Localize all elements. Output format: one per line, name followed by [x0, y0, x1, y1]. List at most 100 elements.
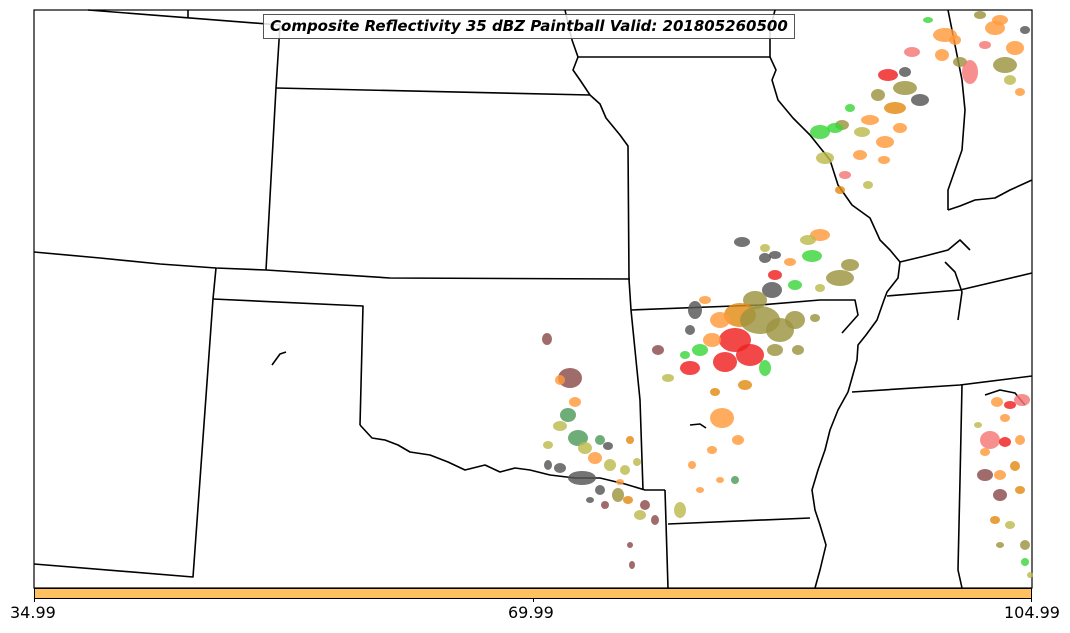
reflectivity-cell [633, 458, 641, 466]
reflectivity-cell [543, 441, 553, 449]
reflectivity-cell [692, 344, 708, 356]
reflectivity-cell [586, 497, 594, 503]
reflectivity-cell [1014, 394, 1030, 406]
reflectivity-cell [616, 479, 624, 485]
reflectivity-cell [962, 60, 978, 84]
reflectivity-cell [595, 485, 605, 495]
reflectivity-cell [1006, 41, 1024, 55]
reflectivity-cell [899, 67, 911, 77]
reflectivity-cell [674, 502, 686, 518]
reflectivity-cell [871, 89, 885, 101]
reflectivity-cell [569, 397, 581, 407]
colorbar-label-mid: 69.99 [508, 603, 554, 622]
reflectivity-cell [876, 136, 894, 148]
reflectivity-cell [710, 408, 734, 428]
reflectivity-cell [923, 17, 933, 23]
reflectivity-cell [696, 487, 704, 493]
reflectivity-cell [568, 471, 596, 485]
reflectivity-cell [810, 314, 820, 322]
reflectivity-cell [743, 291, 767, 309]
reflectivity-cell [626, 436, 634, 444]
reflectivity-cell [993, 57, 1017, 73]
reflectivity-cell [800, 235, 816, 245]
reflectivity-cell [716, 477, 724, 483]
reflectivity-cell [816, 152, 834, 164]
reflectivity-cell [994, 470, 1006, 480]
reflectivity-cell [560, 408, 576, 422]
reflectivity-cell [854, 127, 870, 137]
reflectivity-cell [977, 469, 993, 481]
reflectivity-cell [553, 421, 567, 431]
reflectivity-cell [785, 311, 805, 329]
reflectivity-cell [878, 156, 890, 164]
reflectivity-cell [980, 448, 990, 456]
reflectivity-cell [810, 125, 830, 139]
reflectivity-cell [623, 496, 633, 504]
reflectivity-cell [736, 344, 764, 366]
reflectivity-cell [732, 435, 744, 445]
reflectivity-cell [688, 301, 702, 319]
reflectivity-cell [1010, 461, 1020, 471]
reflectivity-cell [688, 461, 696, 469]
reflectivity-cell [878, 69, 898, 81]
reflectivity-cell [554, 463, 566, 473]
reflectivity-cell [680, 351, 690, 359]
reflectivity-cell [827, 123, 843, 133]
reflectivity-cell [1027, 572, 1033, 578]
reflectivity-cell [555, 375, 565, 385]
reflectivity-cell [911, 94, 929, 106]
reflectivity-cell [680, 361, 700, 375]
reflectivity-cell [853, 150, 867, 160]
reflectivity-cell [734, 237, 750, 247]
reflectivity-cell [991, 397, 1003, 407]
reflectivity-cell [845, 104, 855, 112]
reflectivity-cell [839, 171, 851, 179]
colorbar-tick-min [34, 598, 35, 602]
reflectivity-cell [996, 542, 1004, 548]
reflectivity-cell [979, 41, 991, 49]
reflectivity-cell [760, 244, 770, 252]
reflectivity-cell [1004, 75, 1016, 85]
reflectivity-cell [769, 251, 781, 259]
reflectivity-cell [1000, 414, 1010, 422]
reflectivity-cell [578, 442, 592, 454]
state-borders [33, 9, 1033, 589]
reflectivity-cell [861, 115, 879, 125]
reflectivity-cell [1015, 88, 1025, 96]
reflectivity-cell [634, 510, 646, 520]
reflectivity-cell [980, 431, 1000, 449]
reflectivity-cell [640, 500, 650, 510]
reflectivity-cell [802, 250, 822, 262]
reflectivity-cell [652, 345, 664, 355]
reflectivity-cell [620, 465, 630, 475]
reflectivity-cell [1015, 486, 1025, 494]
reflectivity-cell [710, 312, 730, 328]
reflectivity-cell [893, 81, 917, 95]
map-frame [33, 9, 1033, 589]
reflectivity-cell [768, 270, 782, 280]
reflectivity-cell [604, 459, 616, 471]
reflectivity-cell [662, 374, 674, 382]
map-title: Composite Reflectivity 35 dBZ Paintball … [263, 14, 795, 39]
reflectivity-cell [1020, 26, 1030, 34]
reflectivity-cell [788, 280, 802, 290]
reflectivity-cell [993, 489, 1007, 501]
reflectivity-cell [713, 352, 737, 372]
reflectivity-cell [999, 437, 1011, 447]
reflectivity-cell [974, 422, 982, 428]
reflectivity-cell [544, 460, 552, 470]
reflectivity-cell [1020, 540, 1030, 550]
reflectivity-cell [884, 102, 906, 114]
reflectivity-cell [703, 333, 721, 347]
reflectivity-cell [762, 282, 782, 298]
reflectivity-cell [759, 253, 771, 263]
reflectivity-cell [953, 57, 967, 67]
reflectivity-cell [612, 488, 624, 502]
reflectivity-cell [767, 344, 783, 356]
reflectivity-cell [949, 35, 961, 45]
colorbar-tick-max [1031, 598, 1032, 602]
reflectivity-cell [1015, 435, 1025, 445]
reflectivity-cell [863, 181, 873, 189]
reflectivity-cell [784, 258, 796, 266]
reflectivity-cell [974, 11, 986, 19]
